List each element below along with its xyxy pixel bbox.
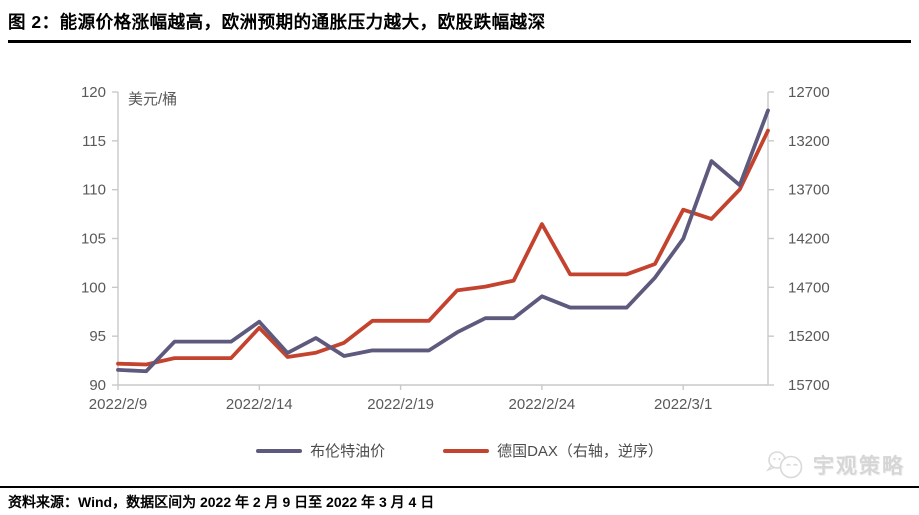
svg-text:120: 120 <box>81 84 106 101</box>
source-note: 资料来源：Wind，数据区间为 2022 年 2 月 9 日至 2022 年 3… <box>8 494 435 510</box>
svg-text:15200: 15200 <box>788 328 830 345</box>
svg-text:105: 105 <box>81 231 106 248</box>
svg-text:2022/3/1: 2022/3/1 <box>654 396 712 413</box>
svg-text:100: 100 <box>81 279 106 296</box>
legend-label-dax: 德国DAX（右轴，逆序） <box>497 443 663 460</box>
legend-item-brent: 布伦特油价 <box>256 440 385 461</box>
svg-text:12700: 12700 <box>788 84 830 101</box>
chart-legend: 布伦特油价 德国DAX（右轴，逆序） <box>0 440 919 461</box>
title-divider <box>8 40 911 43</box>
brent-line <box>116 108 770 374</box>
svg-text:13700: 13700 <box>788 182 830 199</box>
svg-text:95: 95 <box>89 328 106 345</box>
brent-line-swatch <box>256 448 303 453</box>
figure-title: 图 2：能源价格涨幅越高，欧洲预期的通胀压力越大，欧股跌幅越深 <box>8 12 546 32</box>
svg-text:2022/2/14: 2022/2/14 <box>226 396 293 413</box>
svg-text:2022/2/9: 2022/2/9 <box>89 396 147 413</box>
chat-bubbles-icon <box>765 451 803 479</box>
svg-text:115: 115 <box>82 133 106 150</box>
svg-text:2022/2/24: 2022/2/24 <box>509 396 576 413</box>
dax-line <box>116 128 770 367</box>
left-axis-unit-label: 美元/桶 <box>128 91 178 108</box>
legend-item-dax: 德国DAX（右轴，逆序） <box>443 440 663 461</box>
svg-text:14200: 14200 <box>788 231 830 248</box>
svg-text:13200: 13200 <box>788 133 830 150</box>
svg-text:14700: 14700 <box>788 279 830 296</box>
bottom-divider <box>0 486 919 488</box>
legend-label-brent: 布伦特油价 <box>310 443 386 460</box>
dax-line-swatch <box>443 448 490 453</box>
svg-text:2022/2/19: 2022/2/19 <box>367 396 434 413</box>
svg-text:110: 110 <box>82 182 106 199</box>
svg-text:90: 90 <box>89 377 106 394</box>
watermark: 宇观策略 <box>765 450 905 480</box>
svg-text:15700: 15700 <box>788 377 830 394</box>
watermark-text: 宇观策略 <box>813 455 905 478</box>
